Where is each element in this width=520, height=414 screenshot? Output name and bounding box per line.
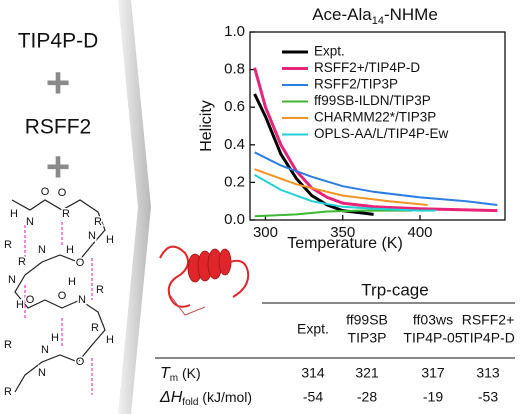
legend-label: RSFF2+/TIP4P-D — [314, 60, 420, 75]
y-axis-label: Helicity — [198, 100, 215, 152]
atom-label: O — [41, 186, 50, 198]
atom-label: N — [78, 294, 86, 306]
molecule — [11, 199, 106, 395]
atom-label: O — [58, 290, 67, 302]
atom-label: O — [26, 294, 35, 306]
atom-label: N — [41, 344, 49, 356]
legend-label: ff99SB-ILDN/TIP3P — [314, 93, 431, 108]
atom-label: R — [4, 339, 12, 351]
atom-label: H — [106, 234, 114, 246]
column-header: TIP3P — [348, 330, 387, 346]
atom-label: H — [106, 334, 114, 346]
table-cell: 313 — [476, 365, 500, 381]
y-tick-label: 1.0 — [224, 23, 245, 40]
x-axis-label: Temperature (K) — [287, 235, 403, 252]
atom-label: H — [16, 299, 24, 311]
legend-label: CHARMM22*/TIP3P — [314, 110, 436, 125]
chart-title-part: 14 — [372, 15, 384, 27]
chart-title-part: -NHMe — [384, 5, 438, 24]
atom-label: O — [76, 356, 85, 368]
y-tick-label: 0.4 — [224, 136, 245, 153]
atom-label: N — [8, 274, 16, 286]
h-bonds — [24, 222, 93, 395]
legend-label: RSFF2/TIP3P — [314, 77, 398, 92]
water-model: TIP4P-D — [18, 30, 99, 53]
atom-label: O — [58, 187, 67, 199]
row-label-part: fold — [182, 397, 198, 408]
x-tick-label: 300 — [253, 224, 278, 241]
column-header: TIP4P-05 — [403, 330, 462, 346]
column-header: ff03ws — [413, 312, 453, 328]
y-tick-label: 0.6 — [224, 98, 245, 115]
y-tick-label: 0.8 — [224, 61, 245, 78]
row-label-part: m — [170, 373, 178, 384]
atom-label: H — [66, 244, 74, 256]
atom-label: R — [62, 208, 70, 220]
table-cell: -19 — [423, 389, 443, 405]
plot-frame — [249, 31, 506, 221]
backbone — [11, 199, 106, 393]
chart-title: Ace-Ala14-NHMe — [312, 5, 438, 26]
column-header: TIP4P-D — [461, 330, 515, 346]
series-line — [254, 209, 413, 218]
table-cell: 321 — [355, 365, 379, 381]
atom-label: R — [4, 239, 12, 251]
table-cell: -53 — [478, 389, 498, 405]
atom-label: H — [10, 208, 18, 220]
x-tick-label: 350 — [330, 224, 355, 241]
column-header: RSFF2+ — [462, 312, 515, 328]
atom-label: H — [51, 332, 59, 344]
row-label: ΔHfold (kJ/mol) — [159, 389, 252, 408]
series-line — [254, 168, 428, 206]
plus: + — [46, 143, 71, 190]
atom-label: R — [96, 284, 104, 296]
atom-label: N — [88, 230, 96, 242]
plus: + — [46, 59, 71, 106]
row-label-part: ΔH — [159, 389, 183, 406]
divider-chevron — [118, 0, 151, 414]
atom-label: O — [76, 257, 85, 269]
table-cell: 317 — [421, 365, 445, 381]
force-field: RSFF2 — [25, 116, 92, 139]
series-line — [253, 93, 374, 216]
y-tick-label: 0.2 — [224, 173, 245, 190]
column-header: ff99SB — [346, 312, 388, 328]
atom-label: R — [4, 386, 12, 398]
atom-label: R — [91, 322, 99, 334]
table-cell: -54 — [303, 389, 323, 405]
protein-cartoon — [159, 245, 250, 316]
atom-label: R — [18, 256, 26, 268]
row-label-part: T — [160, 365, 171, 382]
row-label-part: (K) — [178, 365, 201, 381]
series-line — [254, 174, 436, 212]
row-label-part: (kJ/mol) — [198, 389, 252, 405]
table-title: Trp-cage — [361, 280, 428, 299]
atom-label: N — [38, 244, 46, 256]
atom-label: H — [68, 276, 76, 288]
legend-label: OPLS-AA/L/TIP4P-Ew — [314, 126, 449, 141]
atom-label: N — [26, 216, 34, 228]
legend-label: Expt. — [314, 44, 345, 59]
series-line — [253, 67, 498, 213]
atom-label: N — [38, 367, 46, 379]
atom-label: R — [94, 216, 102, 228]
chart-title-part: Ace-Ala — [312, 5, 372, 24]
row-label: Tm (K) — [160, 365, 201, 384]
column-header: Expt. — [297, 321, 329, 337]
x-tick-label: 400 — [407, 224, 432, 241]
y-tick-label: 0.0 — [224, 211, 245, 228]
table-cell: 314 — [301, 365, 325, 381]
table-cell: -28 — [357, 389, 377, 405]
series-line — [254, 151, 498, 206]
